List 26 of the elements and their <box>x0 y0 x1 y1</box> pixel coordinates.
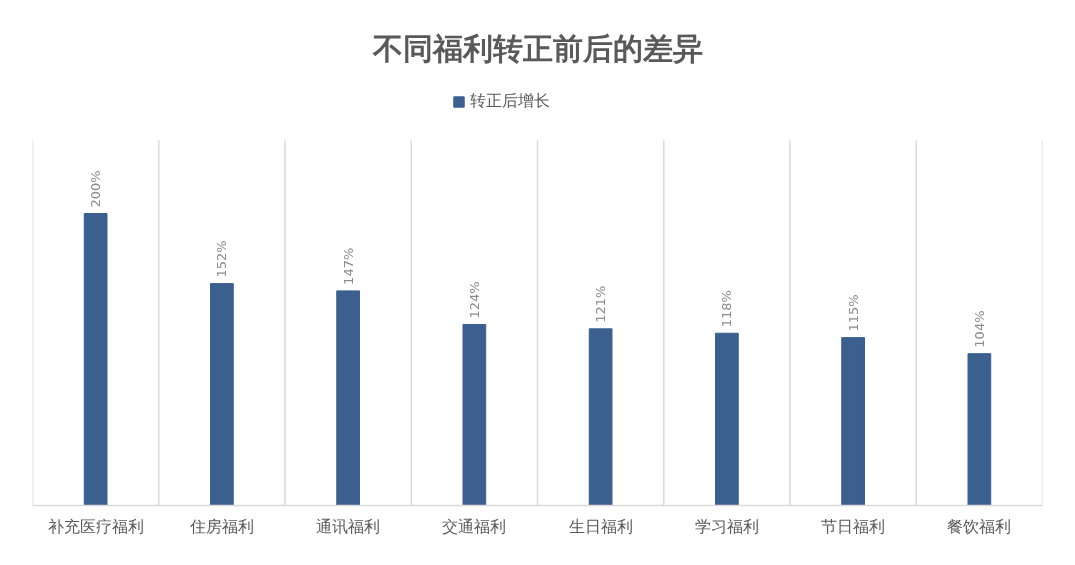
bar <box>715 332 739 506</box>
x-tick-label: 学习福利 <box>694 516 759 536</box>
bar <box>462 323 487 506</box>
x-tick-label: 住房福利 <box>188 516 254 536</box>
data-label: 152% <box>214 240 230 278</box>
data-label: 115% <box>845 294 861 332</box>
x-tick-label: 生日福利 <box>568 516 633 536</box>
x-tick-label: 餐饮福利 <box>947 516 1012 536</box>
bar <box>210 283 234 506</box>
bar <box>841 337 865 506</box>
data-label: 118% <box>719 290 735 328</box>
data-label: 200% <box>88 170 104 208</box>
chart-title: 不同福利转正前后的差异 <box>371 30 703 66</box>
bar <box>336 290 360 506</box>
bar <box>588 328 613 506</box>
x-tick-label: 交通福利 <box>442 516 507 536</box>
data-label: 124% <box>466 281 482 319</box>
x-tick-label: 通讯福利 <box>316 516 381 536</box>
x-tick-label: 补充医疗福利 <box>47 516 144 536</box>
legend-label: 转正后增长 <box>469 91 550 112</box>
bar <box>967 353 992 506</box>
data-label: 147% <box>340 247 356 285</box>
x-tick-label: 节日福利 <box>821 516 886 536</box>
data-label: 121% <box>593 285 609 323</box>
data-label: 104% <box>971 310 987 348</box>
bar <box>83 213 108 506</box>
